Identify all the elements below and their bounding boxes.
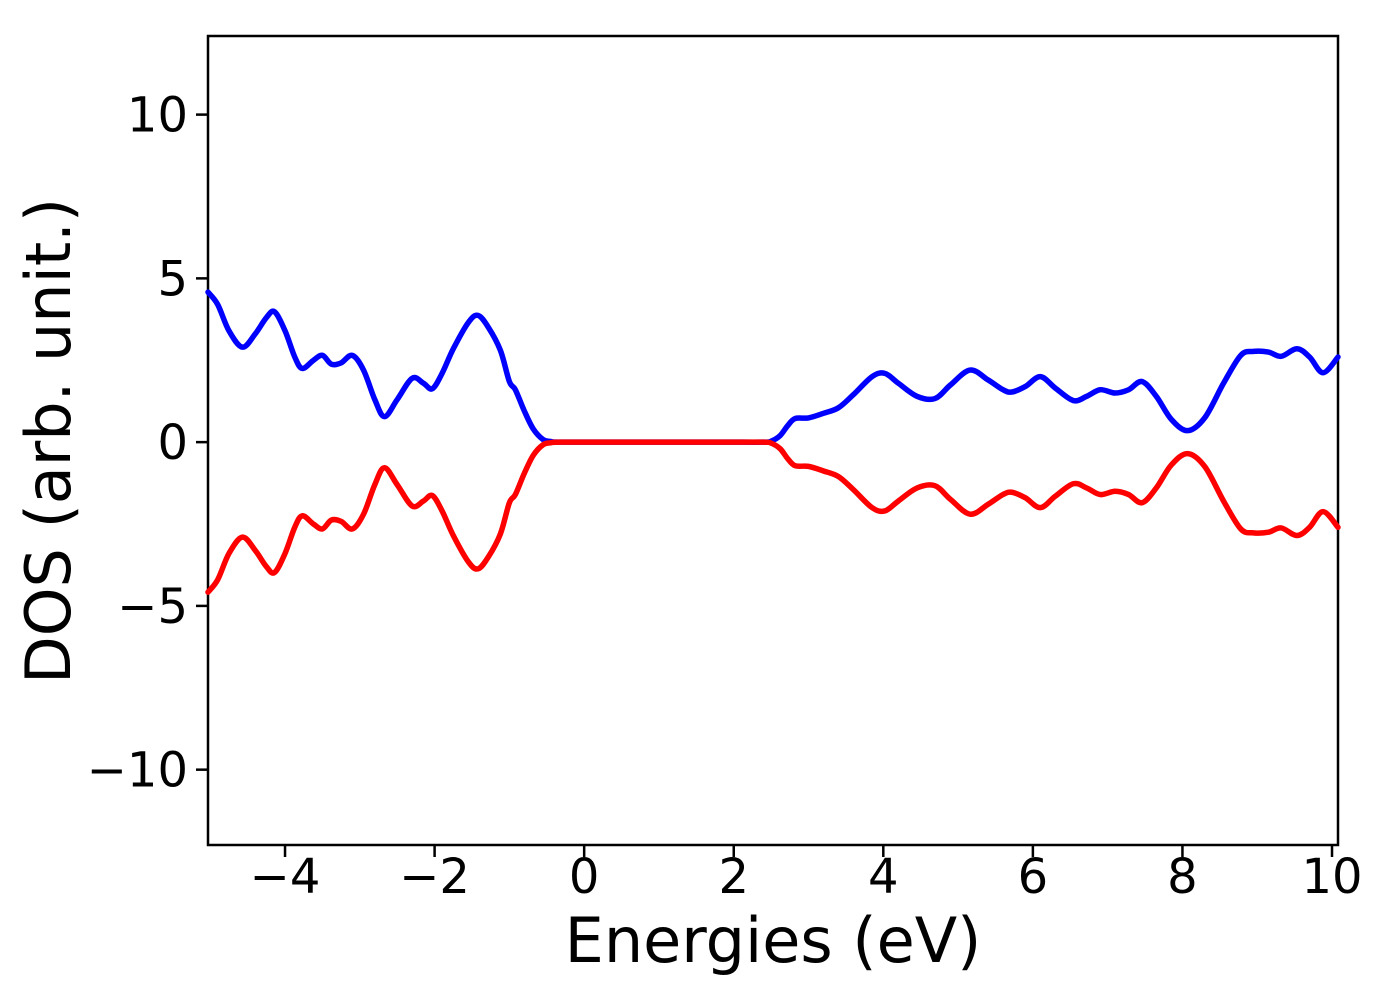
spin-down-curve (205, 439, 1341, 595)
x-tick-label: 0 (569, 849, 600, 905)
x-tick-label: 6 (1018, 849, 1049, 905)
x-tick-label: 10 (1301, 849, 1362, 905)
y-tick-label: −5 (117, 579, 188, 635)
y-tick-label: 10 (127, 88, 188, 144)
x-tick-label: 2 (718, 849, 749, 905)
plot-border (206, 34, 1340, 847)
y-tick-label: 0 (157, 415, 188, 471)
x-tick-label: 8 (1167, 849, 1198, 905)
spin-up-curve (205, 289, 1341, 445)
y-axis-label: DOS (arb. unit.) (12, 198, 85, 684)
y-axis-ticks: −10 −5 0 5 10 (87, 88, 208, 799)
y-tick-label: −10 (87, 743, 188, 799)
x-axis-ticks: −4 −2 0 2 4 6 8 10 (250, 845, 1363, 905)
y-tick-label: 5 (157, 251, 188, 307)
x-tick-label: 4 (868, 849, 899, 905)
x-axis-label: Energies (eV) (565, 904, 982, 977)
x-tick-label: −2 (399, 849, 470, 905)
x-tick-label: −4 (250, 849, 321, 905)
